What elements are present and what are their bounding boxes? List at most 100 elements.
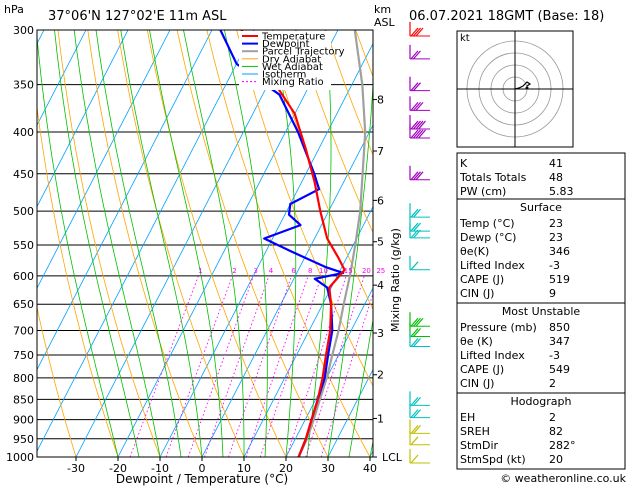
height-tick-label: 1 xyxy=(377,412,384,425)
hodograph-table-value: 20 xyxy=(549,453,563,466)
surface-label: Temp (°C) xyxy=(459,217,515,230)
isotherm-line xyxy=(0,30,2,457)
x-axis-label: Dewpoint / Temperature (°C) xyxy=(116,472,288,486)
axes: 3003504004505005506006507007508008509009… xyxy=(6,24,403,475)
height-tick-label: 6 xyxy=(377,194,384,207)
pressure-tick-label: 450 xyxy=(13,168,34,181)
hodograph-table-label: EH xyxy=(460,411,475,424)
most-unstable-label: CIN (J) xyxy=(460,377,494,390)
most-unstable-label: Pressure (mb) xyxy=(460,321,537,334)
height-tick-label: 4 xyxy=(377,279,384,292)
dry-adiabat-line xyxy=(88,30,202,457)
legend-entry-mixing-ratio: Mixing Ratio xyxy=(262,77,324,88)
isotherm-line xyxy=(76,30,296,457)
isotherm-line xyxy=(118,30,338,457)
surface-label: CIN (J) xyxy=(460,287,494,300)
height-tick-label: 5 xyxy=(377,236,384,249)
location-title: 37°06'N 127°02'E 11m ASL xyxy=(48,9,227,24)
most-unstable-label: CAPE (J) xyxy=(460,363,504,376)
height-tick-label: 8 xyxy=(377,94,384,107)
hodograph-table-value: 282° xyxy=(549,439,576,452)
indices-value: 48 xyxy=(549,171,563,184)
mixing-ratio-label: 20 xyxy=(362,267,371,275)
pressure-tick-label: 950 xyxy=(13,433,34,446)
hodograph-unit: kt xyxy=(460,33,470,44)
wet-adiabat-line xyxy=(224,30,267,457)
wet-adiabat-line xyxy=(328,30,375,457)
mixing-ratio-line xyxy=(229,276,292,457)
mixing-ratio-label: 6 xyxy=(291,267,296,275)
indices-value: 5.83 xyxy=(549,185,574,198)
hodograph-table-value: 82 xyxy=(549,425,563,438)
pressure-tick-label: 550 xyxy=(13,239,34,252)
isotherm-line xyxy=(160,30,380,457)
pressure-tick-label: 800 xyxy=(13,372,34,385)
mixing-ratio-label: 3 xyxy=(253,267,257,275)
indices-label: K xyxy=(460,157,468,170)
most-unstable-value: 850 xyxy=(549,321,570,334)
pressure-tick-label: 350 xyxy=(13,79,34,92)
pressure-tick-label: 700 xyxy=(13,325,34,338)
indices-label: PW (cm) xyxy=(460,185,506,198)
height-tick-label: 2 xyxy=(377,369,384,382)
surface-label: θe(K) xyxy=(460,245,489,258)
hodograph-table-label: SREH xyxy=(460,425,490,438)
most-unstable-label: Lifted Index xyxy=(460,349,525,362)
surface-value: -3 xyxy=(549,259,560,272)
most-unstable-title: Most Unstable xyxy=(502,305,581,318)
height-tick-label: LCL xyxy=(382,451,403,464)
hodograph-table-label: StmSpd (kt) xyxy=(460,453,526,466)
pressure-tick-label: 300 xyxy=(13,24,34,37)
wind-barb-flag xyxy=(411,437,418,445)
pressure-tick-label: 1000 xyxy=(6,451,34,464)
surface-title: Surface xyxy=(520,201,562,214)
height-tick-label: 7 xyxy=(377,145,384,158)
wind-barb-flag xyxy=(411,262,418,270)
surface-label: Dewp (°C) xyxy=(460,231,516,244)
pressure-tick-label: 850 xyxy=(13,393,34,406)
surface-value: 23 xyxy=(549,217,563,230)
mixing-ratio-label: 15 xyxy=(344,267,353,275)
most-unstable-value: -3 xyxy=(549,349,560,362)
mixing-ratio-label: 2 xyxy=(232,267,236,275)
pressure-tick-label: 400 xyxy=(13,126,34,139)
storm-motion-marker xyxy=(526,87,529,90)
mixing-ratio-line xyxy=(130,276,198,457)
pressure-tick-label: 500 xyxy=(13,205,34,218)
km-unit-label: km xyxy=(374,3,391,16)
most-unstable-value: 549 xyxy=(549,363,570,376)
wind-barbs xyxy=(410,22,430,463)
mixing-ratio-label: 8 xyxy=(308,267,312,275)
wind-barb-flag xyxy=(411,455,418,463)
mixing-ratio-line xyxy=(205,276,269,457)
dry-adiabat-line xyxy=(28,30,118,457)
dry-adiabat-line xyxy=(207,30,370,457)
pressure-tick-label: 750 xyxy=(13,349,34,362)
surface-value: 346 xyxy=(549,245,570,258)
mixing-ratio-label: 1 xyxy=(198,267,202,275)
wet-adiabat-line xyxy=(74,30,160,457)
dry-adiabat-line xyxy=(147,30,286,457)
hpa-unit-label: hPa xyxy=(4,3,24,16)
pressure-tick-label: 650 xyxy=(13,298,34,311)
height-tick-label: 3 xyxy=(377,327,384,340)
series-parcel-trajectory xyxy=(299,30,366,457)
profile-series xyxy=(220,30,365,457)
mixing-ratio-axis-label: Mixing Ratio (g/kg) xyxy=(389,228,402,332)
mixing-ratio-label: 10 xyxy=(319,267,328,275)
most-unstable-value: 347 xyxy=(549,335,570,348)
datetime-title: 06.07.2021 18GMT (Base: 18) xyxy=(409,9,604,24)
dry-adiabat-line xyxy=(0,30,76,457)
pressure-tick-label: 900 xyxy=(13,414,34,427)
surface-label: CAPE (J) xyxy=(460,273,504,286)
temp-tick-label: 40 xyxy=(363,462,377,475)
most-unstable-label: θe (K) xyxy=(460,335,493,348)
temp-tick-label: -30 xyxy=(67,462,85,475)
surface-value: 23 xyxy=(549,231,563,244)
surface-value: 9 xyxy=(549,287,556,300)
surface-label: Lifted Index xyxy=(460,259,525,272)
